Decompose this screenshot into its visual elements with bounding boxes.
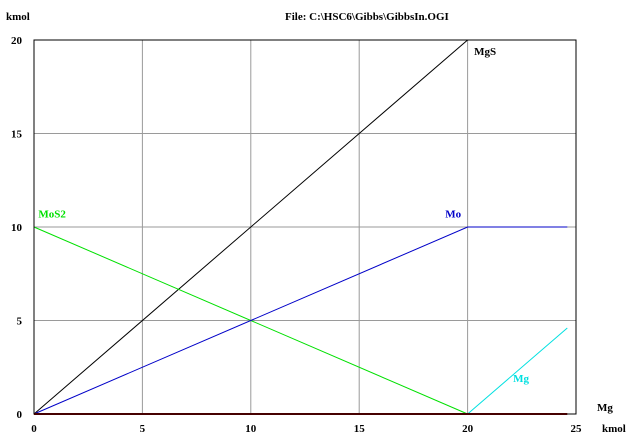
series-label-mgs: MgS [474, 46, 496, 58]
x-axis-label-name: Mg [597, 402, 613, 414]
plot-frame [33, 39, 577, 415]
series-label-mos2: MoS2 [38, 209, 66, 221]
chart-title: File: C:\HSC6\Gibbs\GibbsIn.OGI [285, 11, 449, 23]
y-axis-label: kmol [6, 11, 30, 23]
y-tick-label-20: 20 [11, 35, 23, 47]
series-label-mo: Mo [445, 209, 461, 221]
series-line-mg [467, 327, 568, 415]
x-tick-label-5: 5 [140, 423, 146, 434]
x-tick-label-0: 0 [31, 423, 37, 434]
y-tick-label-5: 5 [17, 316, 23, 328]
y-tick-label-0: 0 [17, 409, 23, 421]
x-tick-label-25: 25 [571, 423, 583, 434]
x-axis-label-unit: kmol [602, 423, 626, 434]
x-tick-label-15: 15 [354, 423, 366, 434]
y-tick-label-15: 15 [11, 129, 23, 141]
series-line-mo [33, 226, 568, 415]
tick-layer: 0 5 10 15 20 25 0 5 10 15 20 [11, 35, 582, 434]
series-label-mg: Mg [513, 373, 529, 385]
x-tick-label-10: 10 [245, 423, 257, 434]
frame-layer [33, 39, 577, 415]
label-layer: kmol File: C:\HSC6\Gibbs\GibbsIn.OGI Mg … [6, 11, 626, 434]
x-tick-label-20: 20 [462, 423, 474, 434]
y-tick-label-10: 10 [11, 222, 23, 234]
grid-layer [34, 40, 576, 414]
series-line-mgs [33, 39, 468, 415]
